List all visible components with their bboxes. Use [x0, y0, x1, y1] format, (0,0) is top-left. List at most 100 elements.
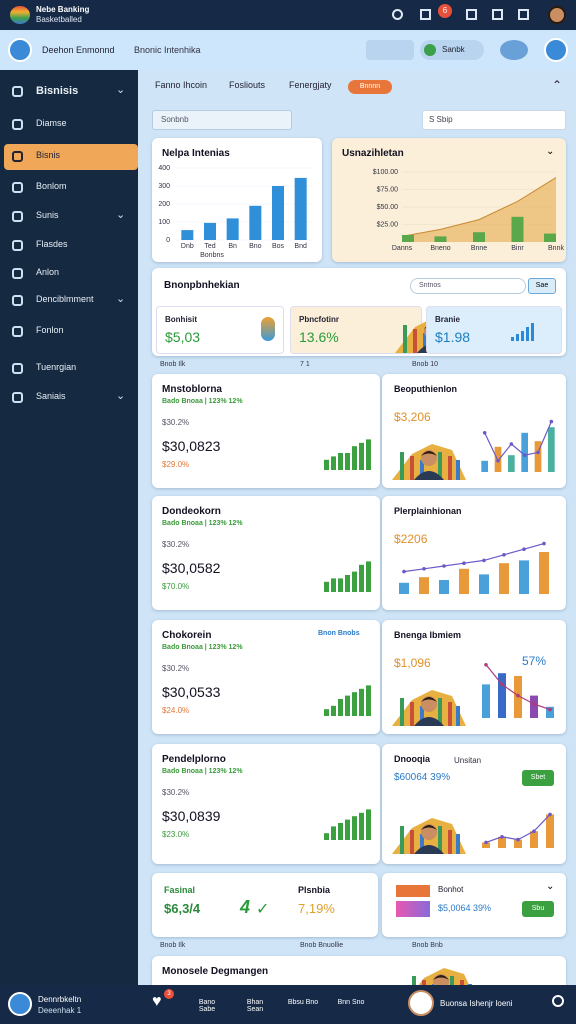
nav-icon [12, 392, 23, 403]
action-button[interactable]: Sanbk [420, 40, 484, 60]
team-avatars[interactable] [500, 40, 528, 60]
card-note: Bado Bnoaa | 123% 12% [162, 768, 243, 775]
tab[interactable]: Fenergjaty [289, 80, 332, 90]
chevron: ⌄ [116, 84, 126, 96]
button[interactable]: Sbu [522, 901, 554, 917]
nav-item[interactable]: Saniais ⌄ [4, 385, 138, 411]
nav-item[interactable]: Diamse [4, 112, 138, 138]
tab-active[interactable]: Bnnnn [348, 80, 392, 94]
button[interactable]: Sae [528, 278, 556, 294]
chart [324, 685, 371, 716]
y-tick-label: 400 [158, 165, 170, 172]
nav-item[interactable]: Bonlom [4, 175, 138, 201]
nav-button[interactable]: Bnn Sno [337, 999, 365, 1006]
nav-button[interactable]: Bbsu Bno [287, 999, 319, 1006]
nav-item[interactable]: Tuenrgian [4, 356, 138, 382]
nav-label: Saniais [36, 391, 66, 401]
nav-item[interactable]: Bisnisis ⌄ [4, 79, 138, 105]
stripe [403, 325, 407, 353]
heart-icon[interactable]: ♥ [152, 993, 162, 1010]
card: Usnazihletan ⌄ $25.00 $50.00 $75.00 $100.00 Da… [332, 138, 566, 262]
tab[interactable]: Fosliouts [229, 80, 266, 90]
sparkline-bar [526, 327, 529, 341]
stripe [410, 702, 414, 726]
metric-card: Branie $1.98 [426, 306, 562, 354]
illustration [392, 690, 466, 726]
icon-button[interactable] [392, 9, 403, 20]
bar [352, 692, 357, 716]
nav-icon [12, 182, 23, 193]
bar [399, 582, 409, 594]
bar [204, 222, 216, 240]
y-tick-label: 100 [158, 219, 170, 226]
chevron: ⌄ [546, 146, 555, 157]
search[interactable]: Sntnos [410, 278, 526, 294]
x-tick-label: Bos [272, 243, 285, 250]
avatar[interactable] [408, 990, 434, 1016]
tab[interactable]: Fanno Ihcoin [155, 80, 208, 90]
select[interactable]: Sonbnb [152, 110, 292, 130]
nav-label: Flasdes [36, 239, 68, 249]
icon-button[interactable] [518, 9, 529, 20]
line-point [549, 419, 554, 424]
nav-item[interactable]: Denciblmment ⌄ [4, 288, 138, 314]
x-tick-label: Binr [511, 245, 524, 252]
x-tick-label: Dnb [181, 243, 194, 250]
bar [439, 580, 449, 594]
avatar[interactable] [544, 38, 568, 62]
search[interactable]: S Sbip [422, 110, 566, 130]
header-bar: Deehon Enmonnd Bnonic Intenhika Sanbk [0, 30, 576, 70]
check-icon: ✓ [256, 901, 270, 918]
x-tick-label: Bn [228, 243, 237, 250]
bar [324, 459, 329, 470]
settings-icon[interactable] [552, 995, 564, 1007]
nav-item[interactable]: Sunis ⌄ [4, 204, 138, 230]
nav-item[interactable]: Flasdes [4, 233, 138, 259]
card-value: $30,0823 [162, 438, 221, 454]
bar [473, 232, 485, 242]
icon-button[interactable] [420, 9, 431, 20]
nav-button[interactable]: Bhan Sean [246, 999, 264, 1013]
right-label: Buonsa Ishenjr loeni [440, 999, 513, 1008]
bar [482, 684, 490, 718]
icon-button[interactable] [492, 9, 503, 20]
tool-button[interactable] [366, 40, 414, 60]
button[interactable]: Sbet [522, 770, 554, 786]
avatar[interactable] [8, 38, 32, 62]
nav-icon [12, 151, 23, 162]
bar [331, 826, 336, 840]
stripe [456, 834, 460, 854]
card: Fasinal $6,3/4 4 ✓ Plsnbia 7,19% [152, 873, 378, 937]
card-title: Bnenga Ibmiem [394, 630, 462, 640]
line-point [532, 702, 536, 706]
metric-card: Bonhisit $5,03 [156, 306, 284, 354]
avatar[interactable] [8, 992, 32, 1016]
nav-item[interactable]: Bisnis [4, 144, 138, 170]
nav-item[interactable]: Fonlon [4, 319, 138, 345]
line-point [500, 682, 504, 687]
page-subtitle: Bnonic Intenhika [134, 45, 201, 55]
stripe [400, 826, 404, 854]
bar [402, 235, 414, 242]
nav-item[interactable]: Anlon [4, 261, 138, 287]
bar [226, 218, 239, 240]
card-title: Pendelplorno [162, 754, 226, 765]
bar [345, 453, 350, 470]
card-title: Beoputhienlon [394, 384, 457, 394]
chart [482, 663, 554, 718]
icon-button[interactable] [466, 9, 477, 20]
chart [399, 541, 549, 594]
line [484, 421, 552, 462]
avatar[interactable] [548, 6, 566, 24]
nav-icon [12, 86, 23, 97]
nav-button[interactable]: Bano Sabe [198, 999, 216, 1013]
line-point [548, 812, 552, 817]
card-value: $2206 [394, 532, 428, 546]
x-tick-label: Bnd [294, 243, 307, 250]
bar [499, 563, 509, 594]
card-value: $30,0839 [162, 808, 221, 824]
stripe [410, 456, 414, 480]
card-title: Mnstoblorna [162, 384, 222, 395]
sparkline-bar [516, 334, 519, 341]
bar [181, 230, 194, 240]
